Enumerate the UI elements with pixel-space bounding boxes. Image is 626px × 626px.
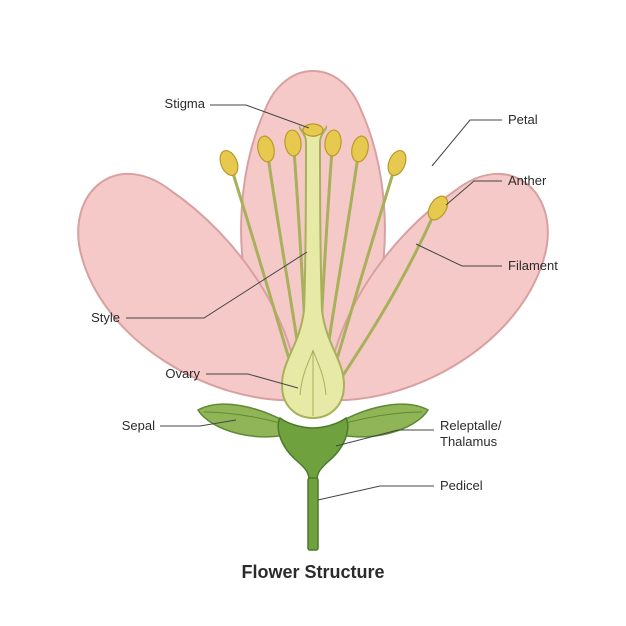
label-receptacle-2: Thalamus: [440, 434, 498, 449]
pedicel: [308, 478, 318, 550]
label-sepal: Sepal: [122, 418, 155, 433]
label-ovary: Ovary: [165, 366, 200, 381]
stigma: [303, 124, 323, 136]
label-style: Style: [91, 310, 120, 325]
label-receptacle-1: Releptalle/: [440, 418, 502, 433]
flower-structure-diagram: Stigma Style Ovary Sepal Petal Anther Fi…: [0, 0, 626, 626]
label-stigma: Stigma: [165, 96, 206, 111]
label-filament: Filament: [508, 258, 558, 273]
label-pedicel: Pedicel: [440, 478, 483, 493]
anther-1: [217, 148, 242, 178]
anther-6: [385, 148, 410, 178]
label-petal: Petal: [508, 112, 538, 127]
diagram-title: Flower Structure: [241, 562, 384, 582]
receptacle: [278, 418, 347, 480]
label-anther: Anther: [508, 173, 547, 188]
